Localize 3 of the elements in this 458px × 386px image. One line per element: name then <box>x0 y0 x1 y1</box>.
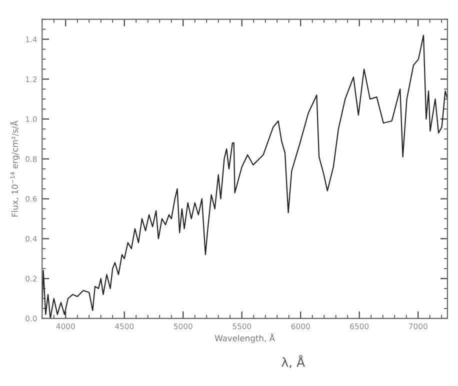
text: λ, Å <box>282 355 305 368</box>
y-axis-title: Flux, 10$^{−14}$ erg/cm²/s/Å <box>10 120 20 217</box>
x-axis-title: Wavelength, Å <box>214 333 275 343</box>
